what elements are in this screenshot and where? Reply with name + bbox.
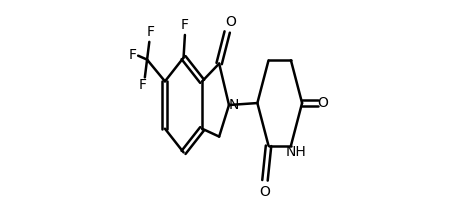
Text: N: N — [228, 98, 239, 112]
Text: F: F — [147, 25, 155, 39]
Text: NH: NH — [286, 145, 306, 159]
Text: O: O — [317, 96, 328, 110]
Text: F: F — [139, 78, 147, 92]
Text: O: O — [225, 15, 236, 29]
Text: O: O — [259, 185, 270, 199]
Text: F: F — [129, 48, 137, 62]
Text: F: F — [181, 18, 189, 32]
